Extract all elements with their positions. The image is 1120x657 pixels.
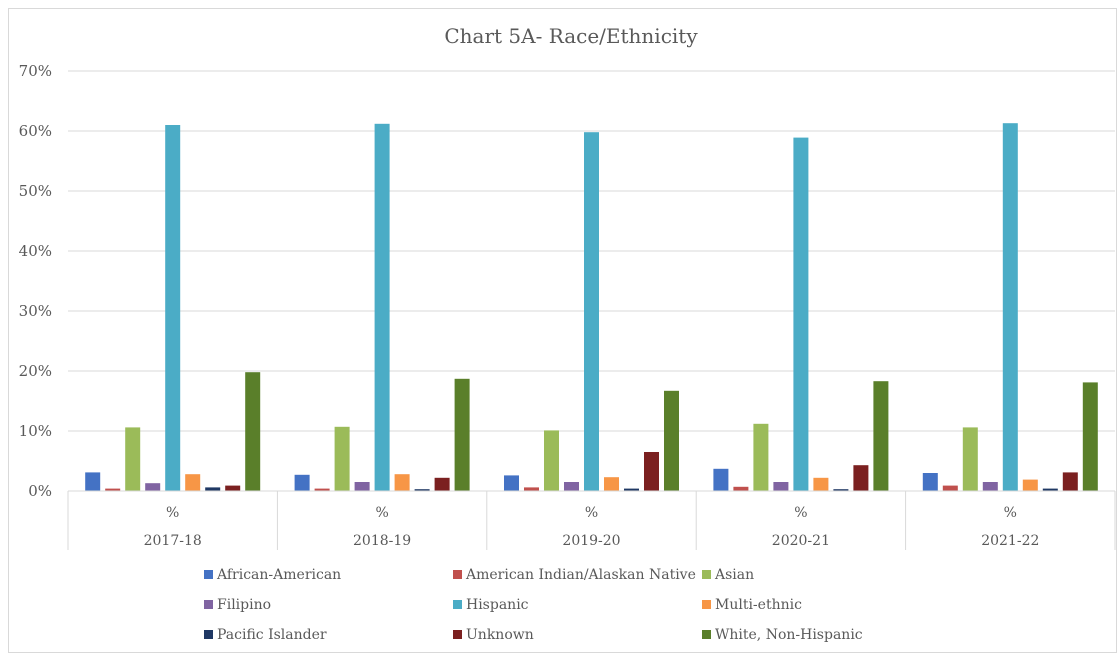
chart-title: Chart 5A- Race/Ethnicity bbox=[444, 24, 698, 48]
y-tick-label: 30% bbox=[19, 302, 52, 320]
x-category-label: 2019-20 bbox=[562, 533, 620, 549]
bar-african-american-2020-21 bbox=[713, 468, 729, 491]
x-subcategory-label: % bbox=[1004, 505, 1017, 521]
bar-asian-2020-21 bbox=[753, 423, 769, 491]
x-category-label: 2018-19 bbox=[353, 533, 411, 549]
bar-multi-ethnic-2020-21 bbox=[813, 477, 829, 491]
legend-swatch bbox=[204, 630, 213, 639]
bar-white-non-hispanic-2021-22 bbox=[1082, 382, 1098, 491]
bars bbox=[85, 123, 1098, 492]
y-tick-label: 60% bbox=[19, 122, 52, 140]
bar-african-american-2018-19 bbox=[294, 474, 310, 491]
y-tick-label: 70% bbox=[19, 62, 52, 80]
bar-hispanic-2019-20 bbox=[584, 132, 599, 491]
bar-hispanic-2020-21 bbox=[793, 137, 809, 491]
bar-american-indian-alaskan-native-2021-22 bbox=[942, 485, 958, 491]
legend-label: Hispanic bbox=[466, 597, 529, 613]
bar-hispanic-2018-19 bbox=[374, 123, 390, 492]
bar-filipino-2018-19 bbox=[354, 482, 370, 491]
bar-filipino-2021-22 bbox=[982, 482, 998, 491]
bar-unknown-2021-22 bbox=[1062, 472, 1078, 491]
y-tick-label: 20% bbox=[19, 362, 52, 380]
bar-pacific-islander-2021-22 bbox=[1042, 488, 1058, 491]
legend-label: Filipino bbox=[217, 597, 271, 613]
bar-american-indian-alaskan-native-2020-21 bbox=[733, 486, 749, 491]
y-axis-ticks: 0% 10% 20% 30% 40% 50% 60% 70% bbox=[19, 62, 52, 500]
bar-white-non-hispanic-2017-18 bbox=[245, 372, 261, 491]
bar-african-american-2017-18 bbox=[85, 472, 101, 491]
legend-label: White, Non-Hispanic bbox=[715, 627, 863, 643]
legend-swatch bbox=[702, 570, 711, 579]
bar-multi-ethnic-2018-19 bbox=[394, 474, 410, 491]
y-tick-label: 40% bbox=[19, 242, 52, 260]
bar-american-indian-alaskan-native-2017-18 bbox=[105, 488, 121, 491]
bar-pacific-islander-2018-19 bbox=[414, 489, 430, 491]
legend-swatch bbox=[702, 600, 711, 609]
legend: African-American American Indian/Alaskan … bbox=[204, 567, 863, 643]
bar-asian-2018-19 bbox=[334, 426, 350, 491]
bar-white-non-hispanic-2019-20 bbox=[664, 390, 679, 491]
bar-asian-2021-22 bbox=[962, 427, 978, 491]
bar-asian-2017-18 bbox=[125, 427, 141, 491]
x-category-label: 2020-21 bbox=[772, 533, 830, 549]
legend-swatch bbox=[453, 600, 462, 609]
bar-hispanic-2017-18 bbox=[165, 125, 181, 491]
y-tick-label: 0% bbox=[28, 482, 52, 500]
bar-filipino-2020-21 bbox=[773, 482, 789, 491]
x-category-label: 2021-22 bbox=[981, 533, 1039, 549]
x-subcategory-label: % bbox=[585, 505, 598, 521]
bar-asian-2019-20 bbox=[544, 430, 559, 491]
x-axis: % 2017-18% 2018-19% 2019-20% 2020-21% 2021-22 bbox=[67, 490, 1116, 550]
y-tick-label: 50% bbox=[19, 182, 52, 200]
bar-multi-ethnic-2017-18 bbox=[185, 474, 201, 491]
legend-label: American Indian/Alaskan Native bbox=[465, 567, 696, 583]
bar-african-american-2019-20 bbox=[504, 475, 519, 491]
bar-unknown-2017-18 bbox=[225, 485, 241, 491]
legend-label: Asian bbox=[714, 567, 754, 583]
bar-multi-ethnic-2019-20 bbox=[604, 477, 619, 491]
x-subcategory-label: % bbox=[166, 505, 179, 521]
chart-border bbox=[8, 8, 1117, 653]
bar-unknown-2020-21 bbox=[853, 465, 869, 491]
y-tick-label: 10% bbox=[19, 422, 52, 440]
bar-african-american-2021-22 bbox=[922, 473, 938, 491]
bar-unknown-2019-20 bbox=[644, 452, 659, 491]
legend-label: Multi-ethnic bbox=[715, 597, 802, 613]
legend-swatch bbox=[204, 570, 213, 579]
legend-label: Pacific Islander bbox=[217, 627, 327, 643]
bar-american-indian-alaskan-native-2018-19 bbox=[314, 488, 330, 491]
legend-swatch bbox=[702, 630, 711, 639]
legend-label: Unknown bbox=[466, 627, 534, 643]
bar-hispanic-2021-22 bbox=[1002, 123, 1018, 491]
bar-pacific-islander-2017-18 bbox=[205, 487, 221, 491]
bar-pacific-islander-2019-20 bbox=[624, 488, 639, 491]
bar-unknown-2018-19 bbox=[434, 477, 450, 491]
legend-swatch bbox=[453, 570, 462, 579]
bar-filipino-2019-20 bbox=[564, 482, 579, 491]
bar-pacific-islander-2020-21 bbox=[833, 489, 849, 491]
x-subcategory-label: % bbox=[375, 505, 388, 521]
x-category-label: 2017-18 bbox=[144, 533, 202, 549]
x-subcategory-label: % bbox=[794, 505, 807, 521]
legend-swatch bbox=[453, 630, 462, 639]
bar-american-indian-alaskan-native-2019-20 bbox=[524, 487, 539, 491]
legend-swatch bbox=[204, 600, 213, 609]
bar-filipino-2017-18 bbox=[145, 483, 161, 491]
bar-multi-ethnic-2021-22 bbox=[1022, 479, 1038, 491]
legend-label: African-American bbox=[216, 567, 341, 583]
bar-white-non-hispanic-2020-21 bbox=[873, 381, 889, 491]
bar-white-non-hispanic-2018-19 bbox=[454, 378, 470, 491]
